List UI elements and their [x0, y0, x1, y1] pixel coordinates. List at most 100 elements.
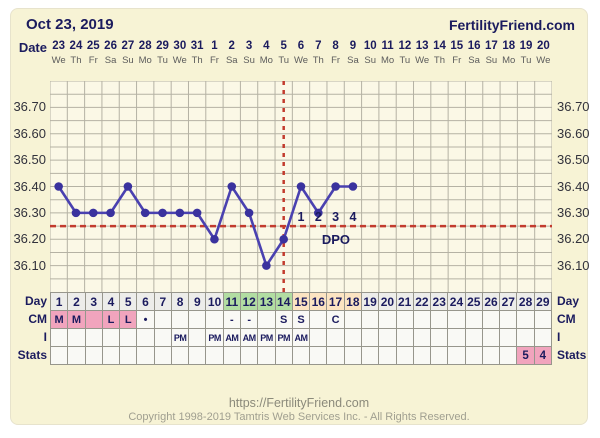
temp-point-day-4[interactable]: [106, 208, 115, 218]
temp-point-day-5[interactable]: [123, 182, 133, 191]
i-cell-18: [344, 329, 362, 347]
i-cell-25: [465, 329, 483, 347]
date-number-1: 23: [52, 40, 66, 52]
i-cell-15: AM: [292, 329, 311, 347]
temp-point-day-13[interactable]: [262, 261, 271, 270]
cm-cell-28: [517, 311, 535, 329]
i-cell-16: [310, 329, 328, 347]
day-cell-4[interactable]: 4: [102, 293, 121, 311]
temp-point-day-14[interactable]: [279, 234, 288, 244]
day-cell-19[interactable]: 19: [361, 293, 380, 311]
i-cell-6: [137, 329, 155, 347]
date-number-7: 29: [156, 40, 169, 52]
stats-cell-14: [275, 347, 293, 365]
temp-point-day-12[interactable]: [244, 208, 254, 218]
day-cell-22[interactable]: 22: [413, 293, 432, 311]
weekday-label-23: Th: [433, 55, 446, 66]
cm-cell-13: [258, 311, 276, 329]
temp-point-day-11[interactable]: [227, 182, 237, 191]
day-cell-15[interactable]: 15: [292, 293, 311, 311]
temp-point-day-6[interactable]: [140, 208, 150, 218]
cm-cell-29: [534, 311, 552, 329]
cm-cell-8: [171, 311, 190, 329]
ytick-left-36.40: 36.40: [13, 178, 46, 194]
cm-cell-10: [206, 311, 224, 329]
row-label-i-left: I: [43, 330, 47, 344]
i-cell-11: AM: [223, 329, 242, 347]
i-cell-5: [120, 329, 138, 347]
day-cell-6[interactable]: 6: [137, 293, 155, 311]
cm-cell-11: -: [223, 311, 242, 329]
date-number-23: 14: [433, 40, 446, 52]
cm-cell-17: C: [327, 311, 345, 329]
temp-point-day-16[interactable]: [314, 208, 323, 218]
footer-copyright: Copyright 1998-2019 Tamtris Web Services…: [128, 411, 470, 423]
brand-logo: FertilityFriend.com: [448, 17, 575, 33]
day-cell-28[interactable]: 28: [517, 293, 535, 311]
stats-cell-3: [85, 347, 103, 365]
date-number-3: 25: [86, 40, 100, 52]
day-cell-5[interactable]: 5: [120, 293, 138, 311]
day-cell-16[interactable]: 16: [310, 293, 328, 311]
ytick-left-36.10: 36.10: [13, 257, 46, 273]
stats-cell-8: [171, 347, 190, 365]
temp-point-day-7[interactable]: [158, 208, 167, 218]
weekday-label-20: Mo: [380, 55, 395, 66]
temp-point-day-9[interactable]: [192, 208, 202, 218]
i-cell-22: [413, 329, 432, 347]
day-cell-26[interactable]: 26: [482, 293, 501, 311]
day-cell-11[interactable]: 11: [223, 293, 242, 311]
temp-point-day-3[interactable]: [88, 208, 98, 218]
weekday-label-25: Sa: [468, 55, 480, 66]
weekday-label-14: Tu: [278, 55, 290, 66]
stats-cell-28: 5: [517, 347, 535, 365]
day-cell-23[interactable]: 23: [431, 293, 449, 311]
day-cell-8[interactable]: 8: [171, 293, 190, 311]
cm-cell-6: •: [137, 311, 155, 329]
day-cell-13[interactable]: 13: [258, 293, 276, 311]
day-cell-27[interactable]: 27: [500, 293, 518, 311]
date-row-label: Date: [18, 40, 47, 55]
weekday-label-26: Su: [485, 55, 498, 66]
day-cell-10[interactable]: 10: [206, 293, 224, 311]
day-cell-12[interactable]: 12: [241, 293, 259, 311]
i-cell-26: [482, 329, 501, 347]
stats-cell-9: [189, 347, 207, 365]
temp-point-day-18[interactable]: [348, 182, 358, 191]
row-label-i-right: I: [557, 330, 561, 344]
day-cell-1[interactable]: 1: [51, 293, 69, 311]
date-number-26: 17: [485, 40, 498, 52]
weekday-label-6: Mo: [138, 55, 152, 66]
temp-point-day-15[interactable]: [296, 182, 306, 191]
row-label-cm-left: CM: [28, 312, 47, 326]
weekday-label-29: We: [536, 55, 551, 66]
day-cell-20[interactable]: 20: [379, 293, 397, 311]
stats-cell-26: [482, 347, 501, 365]
day-cell-7[interactable]: 7: [154, 293, 172, 311]
day-cell-25[interactable]: 25: [465, 293, 483, 311]
temp-point-day-10[interactable]: [210, 234, 219, 244]
ytick-right-36.50: 36.50: [557, 152, 590, 168]
day-cell-24[interactable]: 24: [448, 293, 466, 311]
day-cell-21[interactable]: 21: [396, 293, 414, 311]
ytick-right-36.60: 36.60: [557, 125, 590, 141]
day-cell-29[interactable]: 29: [534, 293, 552, 311]
day-cell-2[interactable]: 2: [68, 293, 86, 311]
temp-point-day-1[interactable]: [54, 182, 63, 191]
temp-point-day-8[interactable]: [175, 208, 185, 218]
day-cell-18[interactable]: 18: [344, 293, 362, 311]
day-cell-9[interactable]: 9: [189, 293, 207, 311]
temp-point-day-2[interactable]: [71, 208, 81, 218]
i-cell-9: [189, 329, 207, 347]
stats-cell-29: 4: [534, 347, 552, 365]
row-label-stats-right: Stats: [557, 348, 587, 362]
day-cell-17[interactable]: 17: [327, 293, 345, 311]
chart-data-table: 1 2 3 4 5 6 7 8 9 10 11 12 13 14 15 16 17 18 19 20 21 22 23 24 2…: [50, 292, 552, 365]
stats-cell-5: [120, 347, 138, 365]
dpo-number-3: 3: [332, 210, 339, 224]
day-cell-3[interactable]: 3: [85, 293, 103, 311]
day-cell-14[interactable]: 14: [275, 293, 293, 311]
footer-url-link[interactable]: https://FertilityFriend.com: [228, 396, 370, 410]
i-cell-23: [431, 329, 449, 347]
temp-point-day-17[interactable]: [331, 182, 340, 191]
